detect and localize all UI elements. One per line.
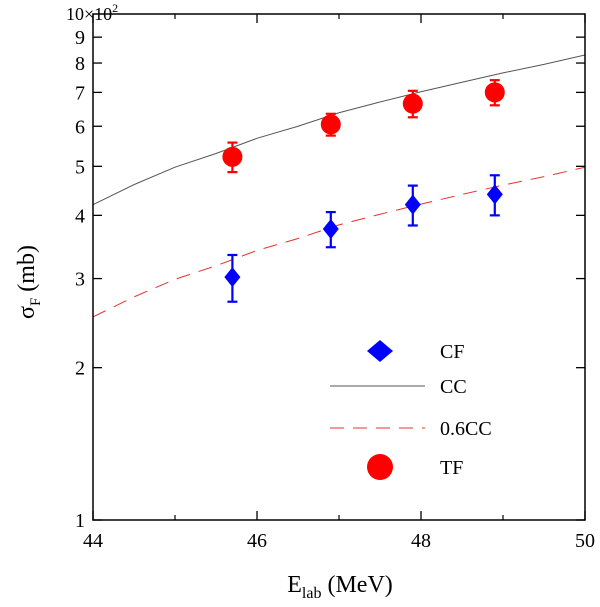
series-cc-line xyxy=(93,54,585,206)
series-tf-point xyxy=(402,89,423,119)
series-0-6cc-line xyxy=(93,166,585,318)
y-tick-label: 7 xyxy=(75,82,85,104)
legend-swatch-cf xyxy=(367,340,393,362)
y-multiplier: 10×102 xyxy=(66,1,118,24)
x-axis-title-sub: lab xyxy=(302,585,322,602)
plot-frame xyxy=(92,13,586,521)
series-cf-point xyxy=(322,210,339,249)
x-axis-title: Elab (MeV) xyxy=(287,572,393,602)
legend-item-cc: CC xyxy=(330,376,467,398)
legend-label-cf: CF xyxy=(440,341,464,363)
y-axis-title-main: σ xyxy=(14,306,40,319)
series-tf-marker xyxy=(320,114,341,135)
series-cf-marker xyxy=(322,218,339,239)
y-tick-label: 5 xyxy=(75,156,85,178)
y-tick-label: 8 xyxy=(75,53,85,75)
y-tick-label: 6 xyxy=(75,116,85,138)
legend: CF CC 0.6CC TF xyxy=(330,340,492,480)
series-tf-marker xyxy=(402,93,423,114)
legend-swatch-tf xyxy=(367,454,393,480)
x-tick-label: 50 xyxy=(575,530,595,552)
legend-label-cc: CC xyxy=(440,376,467,398)
series-cf-point xyxy=(224,253,241,303)
y-tick-label: 2 xyxy=(75,358,85,380)
y-axis-title-rest: (mb) xyxy=(14,245,40,298)
series-cf-marker xyxy=(404,194,421,215)
x-tick-label: 48 xyxy=(411,530,431,552)
y-tick-label: 3 xyxy=(75,269,85,291)
series-cf-point xyxy=(486,174,503,217)
y-tick-label: 4 xyxy=(75,205,85,227)
series-cf-point xyxy=(404,184,421,227)
x-tick-label: 46 xyxy=(247,530,267,552)
y-tick-label: 1 xyxy=(75,510,85,532)
y-multiplier-base: 10×10 xyxy=(66,4,112,24)
legend-label-0-6cc: 0.6CC xyxy=(440,418,492,440)
plot-area xyxy=(93,54,585,318)
series-tf-point xyxy=(320,112,341,137)
series-cf-marker xyxy=(486,184,503,205)
x-axis-title-main: E xyxy=(287,572,302,598)
legend-item-tf: TF xyxy=(367,454,463,480)
series-tf-marker xyxy=(484,82,505,103)
y-axis-title-sub: F xyxy=(28,298,44,306)
x-tick-label: 44 xyxy=(83,530,103,552)
series-cf-marker xyxy=(224,267,241,288)
legend-item-cf: CF xyxy=(367,340,464,363)
y-tick-label: 9 xyxy=(75,27,85,49)
y-multiplier-exponent: 2 xyxy=(112,1,118,15)
legend-label-tf: TF xyxy=(440,457,463,479)
series-tf-point xyxy=(484,79,505,107)
axes: 44 46 48 50 1 2 3 4 5 6 7 8 9 xyxy=(75,13,595,552)
legend-item-0-6cc: 0.6CC xyxy=(330,418,492,440)
series-tf-marker xyxy=(222,146,243,167)
y-axis-title: σF (mb) xyxy=(14,245,44,319)
x-axis-title-rest: (MeV) xyxy=(321,572,392,598)
series-tf-point xyxy=(222,141,243,174)
